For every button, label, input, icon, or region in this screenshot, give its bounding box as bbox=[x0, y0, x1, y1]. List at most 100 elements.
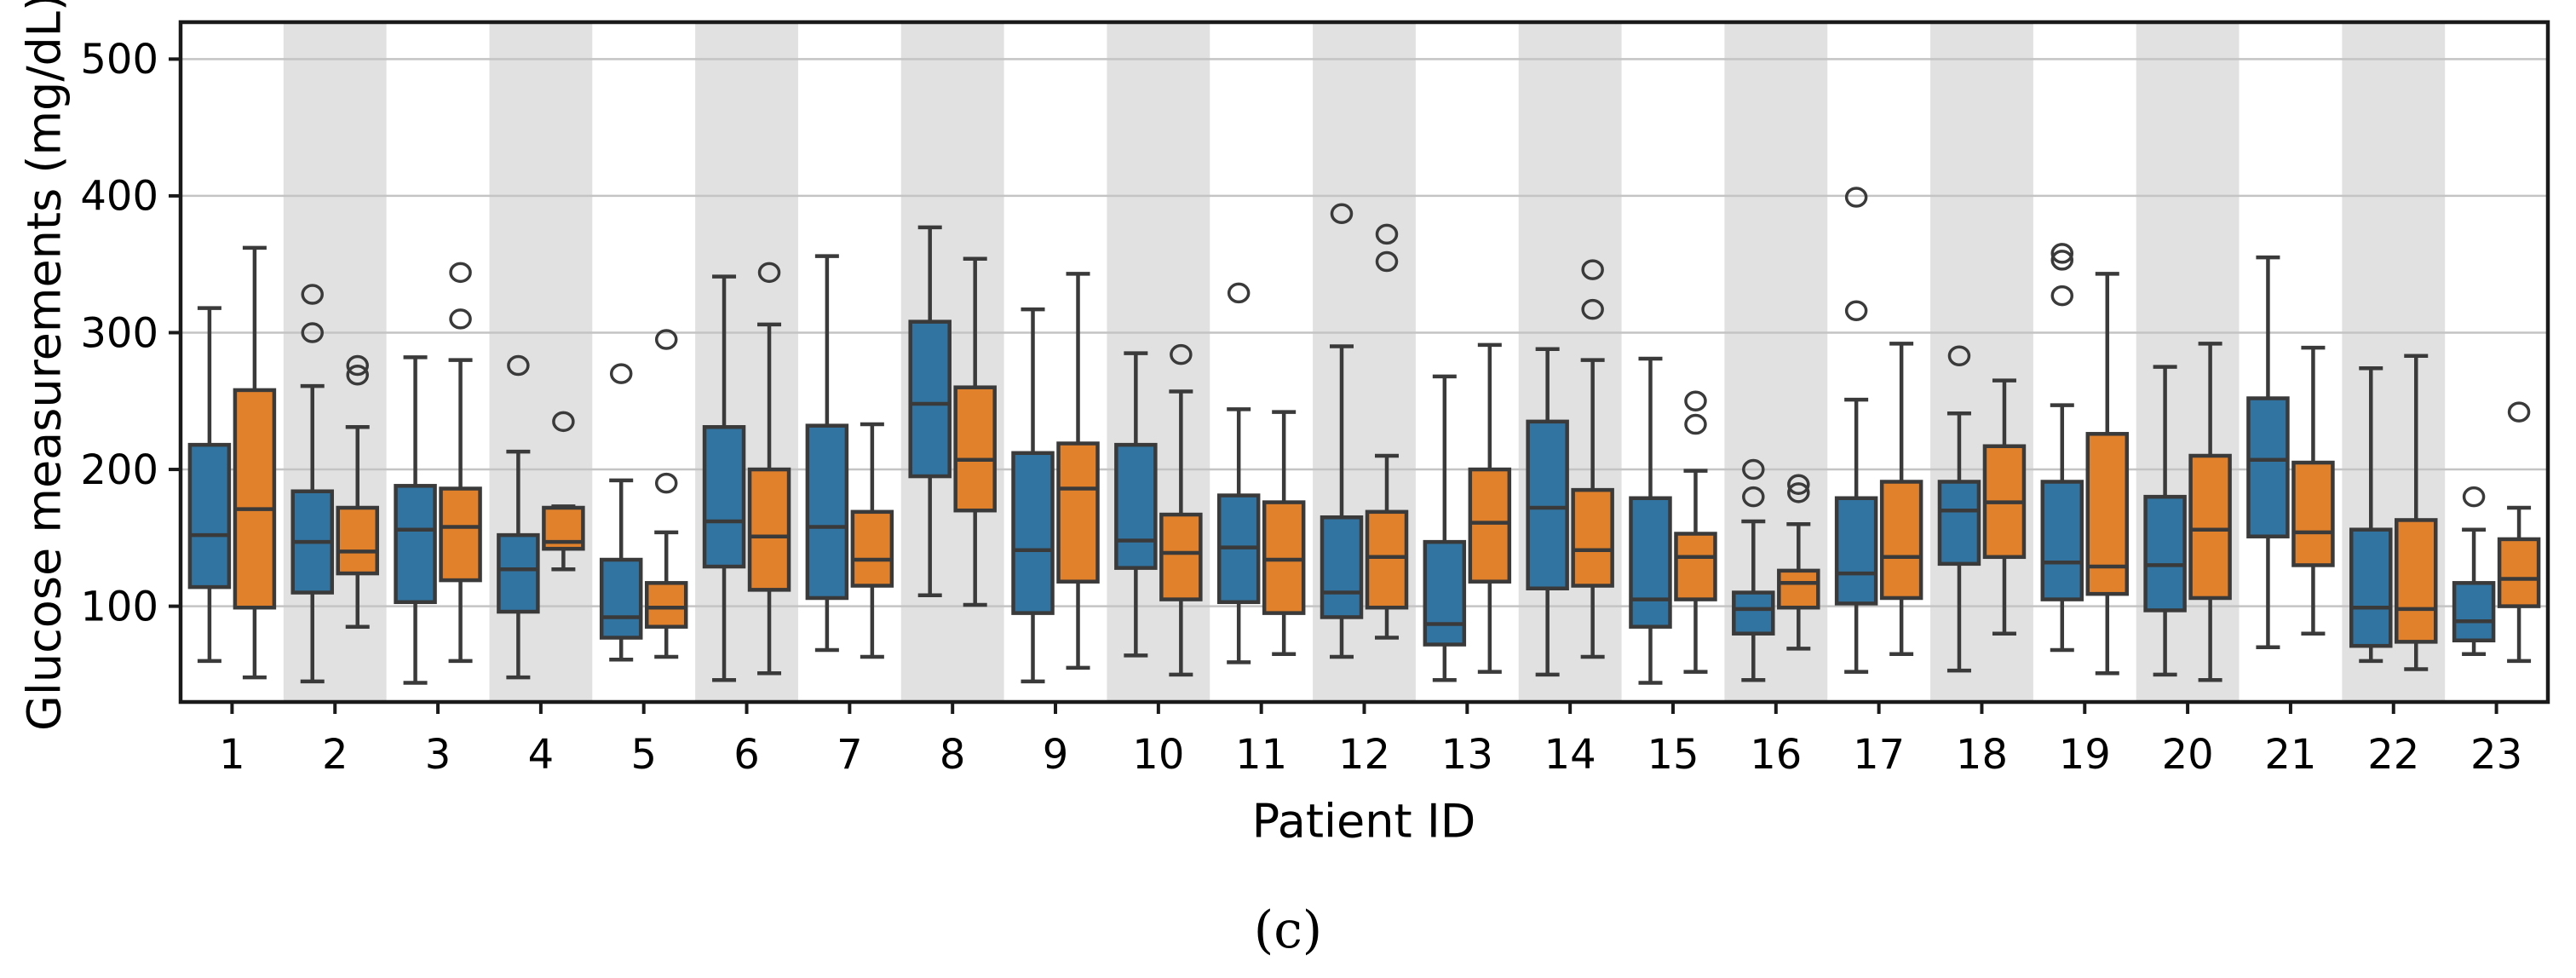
x-tick-label: 18 bbox=[1956, 731, 2008, 779]
outlier-marker bbox=[654, 472, 678, 494]
box-group bbox=[1423, 374, 1467, 682]
x-tick-label: 10 bbox=[1132, 731, 1184, 779]
box-group bbox=[1879, 342, 1923, 657]
box-group bbox=[336, 354, 379, 629]
shade-band bbox=[1930, 22, 2033, 702]
outlier-marker bbox=[654, 329, 678, 350]
box-group bbox=[805, 254, 849, 653]
box bbox=[1262, 500, 1306, 615]
box bbox=[953, 385, 997, 513]
x-tick-label: 5 bbox=[630, 731, 657, 779]
outlier-marker bbox=[1330, 203, 1354, 225]
shade-band bbox=[1518, 22, 1622, 702]
box-group bbox=[908, 225, 952, 598]
x-tick-label: 21 bbox=[2264, 731, 2316, 779]
box bbox=[1114, 442, 1158, 570]
outlier-marker bbox=[1170, 343, 1193, 365]
box-group bbox=[1114, 351, 1158, 658]
box bbox=[1732, 590, 1775, 636]
box-group bbox=[2188, 342, 2232, 682]
box bbox=[187, 442, 232, 590]
box-group bbox=[497, 354, 540, 680]
x-tick-label: 23 bbox=[2470, 731, 2522, 779]
x-tick-label: 6 bbox=[733, 731, 760, 779]
box bbox=[1365, 509, 1409, 610]
box-group bbox=[1056, 272, 1100, 670]
outlier-marker bbox=[1227, 282, 1251, 304]
box bbox=[908, 319, 952, 479]
box-group bbox=[1732, 458, 1775, 682]
box bbox=[1468, 467, 1512, 584]
box bbox=[2085, 432, 2130, 596]
box-group bbox=[290, 284, 334, 684]
x-tick-label: 2 bbox=[322, 731, 348, 779]
outlier-marker bbox=[1742, 486, 1765, 508]
x-tick-label: 3 bbox=[425, 731, 451, 779]
box-group bbox=[850, 422, 894, 659]
outlier-marker bbox=[1684, 390, 1707, 412]
box-group bbox=[2040, 243, 2084, 653]
box bbox=[805, 423, 849, 601]
subfigure-caption: (c) bbox=[1253, 900, 1323, 960]
x-tick-label: 16 bbox=[1750, 731, 1802, 779]
box bbox=[336, 505, 379, 576]
box bbox=[497, 532, 540, 614]
box bbox=[702, 425, 746, 569]
box-group bbox=[599, 363, 643, 662]
outlier-marker bbox=[1742, 458, 1765, 480]
box bbox=[2452, 581, 2496, 642]
outlier-marker bbox=[1581, 259, 1604, 280]
outlier-marker bbox=[449, 262, 472, 284]
box-group bbox=[1159, 343, 1203, 677]
box-group bbox=[1365, 223, 1409, 640]
box-group bbox=[187, 306, 232, 664]
outlier-marker bbox=[507, 354, 530, 377]
box bbox=[1011, 451, 1055, 615]
x-tick-label: 9 bbox=[1043, 731, 1069, 779]
box-group bbox=[1526, 347, 1569, 677]
y-tick-label: 400 bbox=[80, 173, 158, 221]
outlier-marker bbox=[757, 262, 781, 284]
outlier-marker bbox=[2050, 250, 2074, 271]
box-group bbox=[1777, 474, 1820, 651]
box-group bbox=[2349, 365, 2393, 664]
outlier-marker bbox=[346, 354, 369, 377]
box-group bbox=[542, 411, 585, 572]
box bbox=[2395, 518, 2438, 644]
x-tick-label: 12 bbox=[1338, 731, 1390, 779]
box bbox=[1320, 515, 1364, 619]
box-group bbox=[2143, 365, 2187, 677]
outlier-marker bbox=[1787, 482, 1810, 503]
box-group bbox=[2497, 401, 2541, 664]
box bbox=[394, 484, 437, 605]
outlier-marker bbox=[1375, 223, 1399, 245]
box-group bbox=[1674, 390, 1717, 674]
box bbox=[1777, 568, 1820, 610]
box-group bbox=[1320, 203, 1364, 659]
y-tick-label: 500 bbox=[80, 36, 158, 83]
y-tick-label: 300 bbox=[80, 309, 158, 357]
outlier-marker bbox=[2050, 285, 2074, 307]
box-group bbox=[1982, 378, 2027, 636]
box-group bbox=[2452, 486, 2496, 657]
outlier-marker bbox=[2050, 243, 2074, 264]
box-group bbox=[1571, 259, 1614, 659]
shade-band bbox=[283, 22, 387, 702]
outlier-marker bbox=[2507, 401, 2531, 423]
box bbox=[1056, 441, 1100, 584]
box bbox=[2040, 480, 2084, 601]
box-group bbox=[702, 274, 746, 682]
box bbox=[2291, 460, 2335, 567]
box bbox=[2246, 396, 2290, 538]
x-tick-label: 4 bbox=[528, 731, 555, 779]
box bbox=[439, 486, 482, 583]
outlier-marker bbox=[1844, 300, 1868, 322]
outlier-marker bbox=[1947, 345, 1971, 367]
box bbox=[1526, 419, 1569, 590]
box bbox=[1879, 480, 1923, 601]
box-group bbox=[1011, 307, 1055, 684]
box bbox=[644, 581, 688, 629]
box-group bbox=[2291, 345, 2335, 636]
x-tick-label: 14 bbox=[1544, 731, 1596, 779]
